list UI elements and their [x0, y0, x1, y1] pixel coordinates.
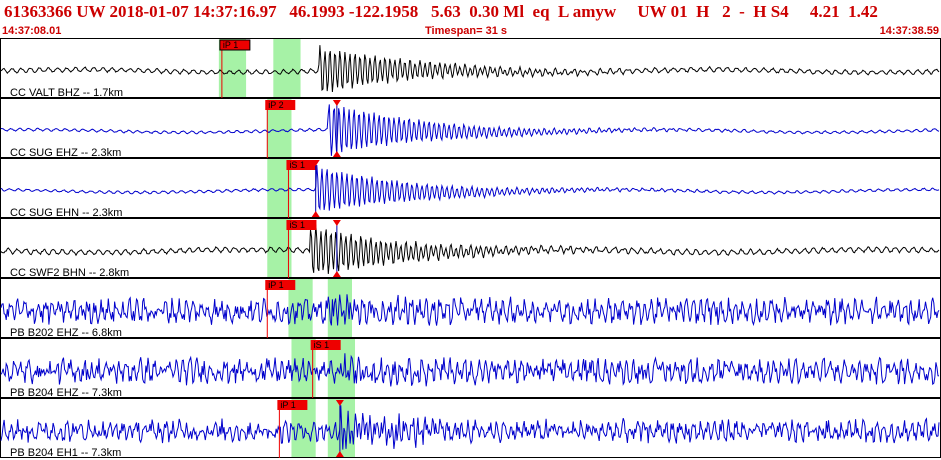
start-time: 14:37:08.01	[2, 25, 62, 37]
panel-frame	[0, 158, 941, 218]
pick-label[interactable]: iP 1	[268, 280, 283, 290]
pick-label[interactable]: iS 1	[289, 220, 305, 230]
panel-frame	[0, 218, 941, 278]
arrival-marker-top	[332, 100, 341, 106]
arrival-marker-top	[335, 400, 344, 406]
pick-label[interactable]: iP 1	[223, 40, 238, 50]
event-header: 61363366 UW 2018-01-07 14:37:16.97 46.19…	[0, 0, 941, 38]
channel-label: CC SUG EHZ -- 2.3km	[10, 147, 121, 159]
arrival-marker-bottom	[332, 151, 341, 157]
channel-label: CC VALT BHZ -- 1.7km	[10, 87, 123, 99]
trace-panel[interactable]: iP 1 PB B204 EH1 -- 7.3km	[0, 398, 941, 459]
waveform	[0, 164, 940, 211]
pick-flag[interactable]	[219, 39, 251, 51]
waveform	[0, 405, 940, 450]
trace-panel[interactable]: iS 1 CC SUG EHN -- 2.3km	[0, 158, 941, 219]
channel-label: PB B204 EHZ -- 7.3km	[10, 387, 122, 399]
seismogram-plot[interactable]: iP 1 CC VALT BHZ -- 1.7km iP 2 CC SUG EHZ -…	[0, 38, 941, 460]
pick-flag[interactable]	[286, 160, 317, 170]
pick-label[interactable]: iP 1	[280, 400, 295, 410]
pick-flag[interactable]	[265, 100, 296, 110]
channel-label: PB B202 EHZ -- 6.8km	[10, 327, 122, 339]
channel-label: CC SWF2 BHN -- 2.8km	[10, 267, 129, 279]
pick-label[interactable]: iP 2	[268, 100, 283, 110]
trace-panel[interactable]: iS 1 PB B204 EHZ -- 7.3km	[0, 338, 941, 399]
arrival-marker-top	[311, 160, 320, 166]
waveform	[0, 294, 940, 327]
highlight-band	[273, 38, 301, 98]
trace-panel[interactable]: iP 2 CC SUG EHZ -- 2.3km	[0, 98, 941, 159]
waveform	[0, 104, 940, 156]
channel-label: PB B204 EH1 -- 7.3km	[10, 447, 121, 459]
end-time: 14:37:38.59	[879, 25, 939, 37]
panel-frame	[0, 98, 941, 158]
timespan-label: Timespan= 31 s	[425, 25, 508, 37]
pick-label[interactable]: iS 1	[289, 160, 305, 170]
arrival-marker-top	[332, 220, 341, 226]
waveform	[0, 353, 940, 387]
pick-flag[interactable]	[310, 340, 341, 350]
trace-panel[interactable]: iS 1 CC SWF2 BHN -- 2.8km	[0, 218, 941, 279]
arrival-marker-bottom	[332, 271, 341, 277]
event-summary: 61363366 UW 2018-01-07 14:37:16.97 46.19…	[4, 2, 878, 21]
arrival-marker-bottom	[335, 451, 344, 457]
channel-label: CC SUG EHN -- 2.3km	[10, 207, 122, 219]
pick-flag[interactable]	[277, 400, 308, 410]
waveform	[0, 224, 940, 274]
trace-panel[interactable]: iP 1 PB B202 EHZ -- 6.8km	[0, 278, 941, 339]
arrival-marker-bottom	[311, 211, 320, 217]
waveform	[0, 45, 940, 93]
pick-flag[interactable]	[265, 280, 296, 290]
panel-frame	[0, 38, 941, 98]
pick-label[interactable]: iS 1	[314, 340, 330, 350]
pick-flag[interactable]	[286, 220, 317, 230]
trace-panel[interactable]: iP 1 CC VALT BHZ -- 1.7km	[0, 38, 941, 99]
